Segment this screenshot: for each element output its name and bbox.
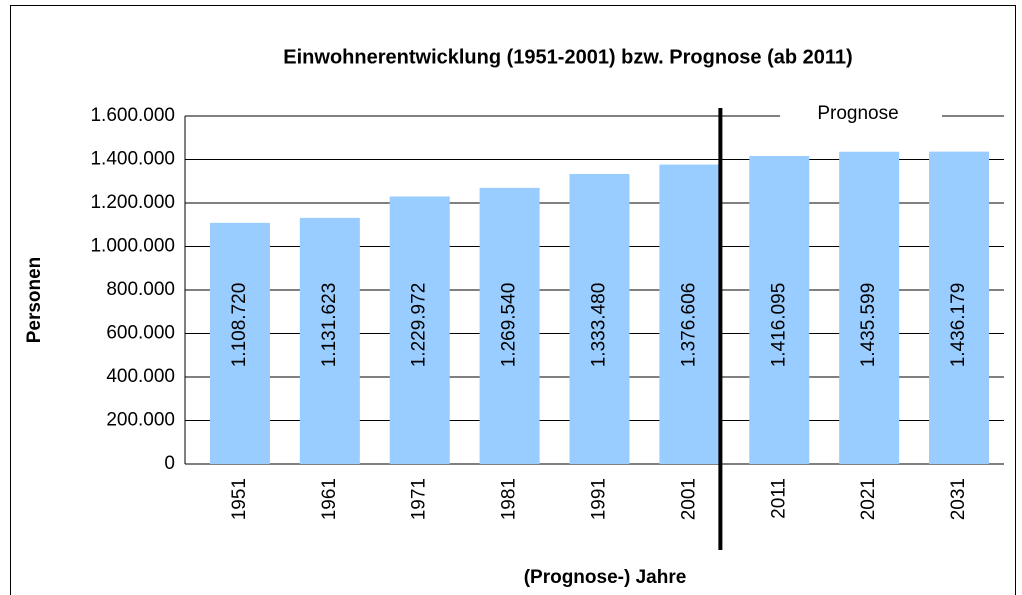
x-tick-label: 1981 [499, 478, 520, 520]
y-tick-label: 1.400.000 [90, 149, 175, 170]
y-tick-label: 1.200.000 [90, 192, 175, 213]
value-label: 1.435.599 [858, 283, 879, 368]
bar [929, 151, 990, 464]
y-tick-label: 800.000 [106, 279, 175, 300]
bar [299, 217, 360, 464]
bar [569, 173, 630, 465]
x-tick-label: 2001 [678, 478, 699, 520]
x-axis-label: (Prognose-) Jahre [524, 567, 687, 588]
bar [479, 187, 540, 464]
bar [389, 196, 450, 465]
y-tick-label: 400.000 [106, 366, 175, 387]
value-label: 1.376.606 [678, 283, 699, 368]
y-tick-label: 1.600.000 [90, 105, 175, 126]
bar [749, 155, 810, 465]
value-label: 1.416.095 [768, 283, 789, 368]
x-tick-label: 2031 [948, 478, 969, 520]
y-tick-label: 200.000 [106, 410, 175, 431]
x-tick-label: 1991 [589, 478, 610, 520]
y-axis-label: Personen [24, 257, 45, 344]
bar [659, 164, 720, 464]
value-label: 1.269.540 [499, 283, 520, 368]
value-label: 1.229.972 [409, 283, 430, 368]
x-tick-label: 1951 [229, 478, 250, 520]
y-tick-label: 1.000.000 [90, 236, 175, 257]
annotation-background [780, 100, 942, 130]
annotation: Prognose [817, 103, 898, 124]
value-label: 1.436.179 [948, 283, 969, 368]
bar [209, 222, 270, 464]
y-tick-label: 600.000 [106, 323, 175, 344]
value-label: 1.333.480 [589, 283, 610, 368]
x-tick-label: 1971 [409, 478, 430, 520]
value-label: 1.131.623 [319, 283, 340, 368]
bar [839, 151, 900, 465]
value-label: 1.108.720 [229, 283, 250, 368]
x-tick-label: 2021 [858, 478, 879, 520]
chart-title: Einwohnerentwicklung (1951-2001) bzw. Pr… [283, 46, 852, 68]
x-tick-label: 1961 [319, 478, 340, 520]
x-tick-label: 2011 [768, 478, 789, 519]
y-tick-label: 0 [164, 453, 175, 474]
